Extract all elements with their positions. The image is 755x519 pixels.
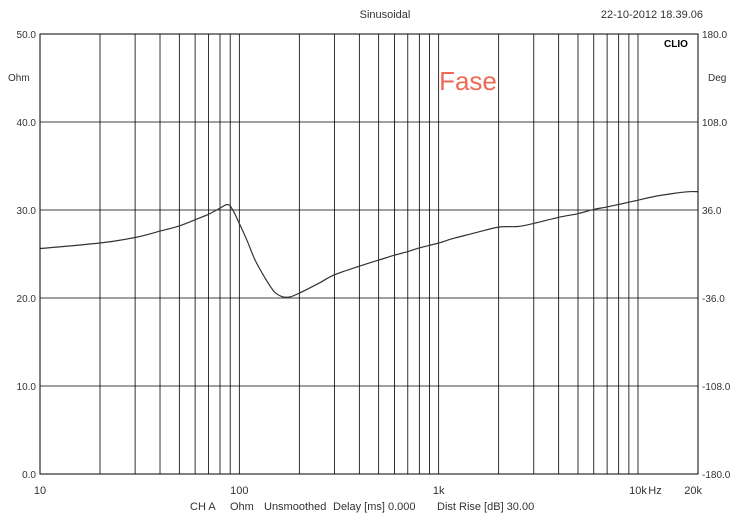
x-tick-label: 20k — [684, 485, 702, 497]
left-tick-label: 20.0 — [17, 294, 37, 305]
right-axis-unit: Deg — [708, 73, 726, 84]
right-tick-label: -36.0 — [702, 294, 725, 305]
right-tick-label: 108.0 — [702, 118, 727, 129]
right-axis-ticks: -180.0 -108.0 -36.0 36.0 108.0 180.0 — [702, 30, 731, 481]
footer-channel: CH A — [190, 501, 216, 513]
clio-logo: CLIO — [664, 39, 688, 50]
plot-grid — [40, 34, 698, 474]
x-tick-label: 10 — [34, 485, 46, 497]
fase-annotation: Fase — [439, 66, 497, 96]
left-tick-label: 10.0 — [17, 382, 37, 393]
right-tick-label: -108.0 — [702, 382, 731, 393]
footer-delay: Delay [ms] 0.000 — [333, 501, 416, 513]
phase-curve — [39, 190, 699, 298]
footer-smoothing: Unsmoothed — [264, 501, 326, 513]
footer-unit: Ohm — [230, 501, 254, 513]
series-layer — [39, 190, 699, 298]
left-axis-unit: Ohm — [8, 73, 30, 84]
plot-frame — [39, 33, 699, 475]
footer-dist-rise: Dist Rise [dB] 30.00 — [437, 501, 534, 513]
right-tick-label: 180.0 — [702, 30, 727, 41]
right-tick-label: -180.0 — [702, 470, 731, 481]
x-tick-label: 1k — [433, 485, 445, 497]
x-axis-unit: Hz — [648, 485, 661, 497]
left-tick-label: 30.0 — [17, 206, 37, 217]
left-tick-label: 50.0 — [17, 30, 37, 41]
x-tick-label: 10k — [629, 485, 647, 497]
left-tick-label: 0.0 — [22, 470, 36, 481]
left-tick-label: 40.0 — [17, 118, 37, 129]
right-tick-label: 36.0 — [702, 206, 722, 217]
clio-logo-box — [657, 35, 695, 51]
footer-info: CH A Ohm Unsmoothed Delay [ms] 0.000 Dis… — [190, 501, 534, 513]
left-axis-ticks: 0.0 10.0 20.0 30.0 40.0 50.0 — [17, 30, 37, 481]
measurement-timestamp: 22-10-2012 18.39.06 — [601, 9, 703, 21]
x-tick-label: 100 — [230, 485, 248, 497]
measurement-mode: Sinusoidal — [360, 9, 411, 21]
x-axis-ticks: 10 100 1k 10k 20k — [34, 485, 703, 497]
